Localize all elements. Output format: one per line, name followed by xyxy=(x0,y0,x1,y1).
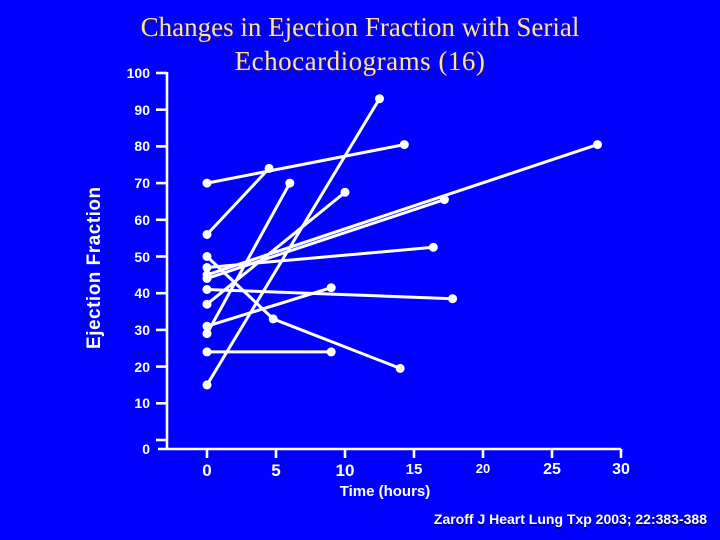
title-line-2: Echocardiograms (16) xyxy=(234,46,486,76)
citation-text: Zaroff J Heart Lung Txp 2003; 22:383-388 xyxy=(433,511,707,527)
data-point-patient-9 xyxy=(202,285,212,294)
y-tick-label-40: 40 xyxy=(134,285,150,302)
trend-line-patient-6 xyxy=(205,143,599,277)
y-tick-label-80: 80 xyxy=(134,138,150,155)
y-tick-label-90: 90 xyxy=(134,101,150,118)
x-axis-label: Time (hours) xyxy=(339,483,431,500)
trend-line-patient-1 xyxy=(205,143,406,185)
data-point-patient-9 xyxy=(448,294,458,304)
trend-line-patient-8 xyxy=(205,245,435,269)
y-tick-label-70: 70 xyxy=(134,175,150,192)
x-tick-label-30: 30 xyxy=(612,461,630,478)
data-point-patient-11 xyxy=(202,252,212,261)
x-tick-label-15: 15 xyxy=(405,461,423,478)
x-tick-label-20: 20 xyxy=(475,461,491,476)
data-point-patient-5 xyxy=(375,94,384,104)
x-tick-label-10: 10 xyxy=(335,461,355,480)
data-point-patient-7 xyxy=(202,274,212,283)
trend-line-patient-9 xyxy=(205,288,455,301)
data-point-patient-1 xyxy=(202,178,212,188)
x-tick-label-25: 25 xyxy=(543,461,561,478)
data-point-patient-7 xyxy=(439,195,449,205)
data-point-patient-8 xyxy=(202,263,212,272)
trend-line-patient-2 xyxy=(205,166,271,236)
data-point-patient-8 xyxy=(428,242,438,252)
y-tick-label-30: 30 xyxy=(134,321,150,338)
data-point-patient-1 xyxy=(399,140,409,150)
x-tick-label-0: 0 xyxy=(202,461,212,480)
data-point-patient-12 xyxy=(202,321,212,331)
trend-line-patient-5 xyxy=(205,97,381,387)
data-point-patient-12 xyxy=(326,283,336,293)
trend-line-patient-12 xyxy=(205,286,333,328)
y-axis-label: Ejection Fraction xyxy=(84,186,105,350)
trend-line-patient-4 xyxy=(205,190,347,306)
page-title: Changes in Ejection Fraction with Serial… xyxy=(0,10,720,78)
data-point-patient-10 xyxy=(326,347,336,357)
data-point-patient-2 xyxy=(264,163,274,173)
data-point-patient-6 xyxy=(593,140,602,150)
y-tick-label-100: 100 xyxy=(126,65,150,81)
data-point-patient-2 xyxy=(202,230,212,239)
y-tick-label-60: 60 xyxy=(134,211,150,228)
title-line-1: Changes in Ejection Fraction with Serial xyxy=(140,12,580,42)
data-point-patient-10 xyxy=(202,347,212,357)
data-point-patient-5 xyxy=(202,380,212,390)
data-point-patient-3 xyxy=(285,178,295,188)
data-point-patient-11 xyxy=(395,363,405,373)
trend-line-patient-3 xyxy=(205,181,292,336)
y-tick-label-10: 10 xyxy=(134,395,150,412)
y-tick-label-20: 20 xyxy=(134,358,150,375)
y-tick-label-0: 0 xyxy=(142,441,150,457)
data-point-patient-11 xyxy=(268,314,278,324)
x-tick-label-5: 5 xyxy=(271,461,281,480)
trend-line-patient-7 xyxy=(205,198,446,280)
data-point-patient-3 xyxy=(202,329,212,339)
data-point-patient-4 xyxy=(202,299,212,309)
y-tick-label-50: 50 xyxy=(134,248,150,265)
data-point-patient-4 xyxy=(340,187,350,197)
